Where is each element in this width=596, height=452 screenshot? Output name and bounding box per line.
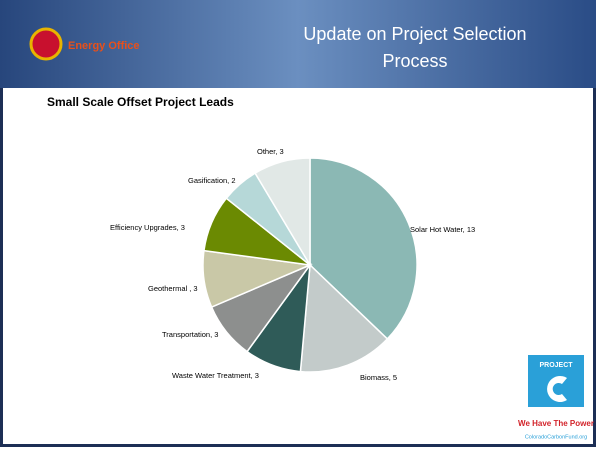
logo-text: Energy Office	[68, 40, 140, 52]
url: ColoradoCarbonFund.org	[525, 434, 587, 440]
badge-text: PROJECT	[539, 362, 573, 369]
chart-title: Small Scale Offset Project Leads	[47, 95, 234, 109]
pie-slice	[299, 263, 389, 373]
slice-label: Biomass, 5	[360, 373, 397, 382]
slice-label: Gasification, 2	[188, 176, 236, 185]
slice-label: Solar Hot Water, 13	[410, 225, 475, 234]
slice-label: Efficiency Upgrades, 3	[110, 223, 185, 232]
pie-slice	[309, 157, 418, 341]
slide-title: Process	[382, 51, 447, 71]
header-band	[0, 0, 596, 88]
tagline: We Have The Power	[518, 419, 594, 428]
slice-label: Other, 3	[257, 147, 284, 156]
pie	[202, 157, 418, 373]
slide-title: Update on Project Selection	[303, 24, 526, 44]
slice-label: Transportation, 3	[162, 330, 218, 339]
slice-label: Geothermal , 3	[148, 284, 198, 293]
badge-c	[547, 375, 567, 402]
pie-slice	[254, 157, 311, 268]
slice-label: Waste Water Treatment, 3	[172, 371, 259, 380]
logo-seal	[29, 27, 63, 61]
